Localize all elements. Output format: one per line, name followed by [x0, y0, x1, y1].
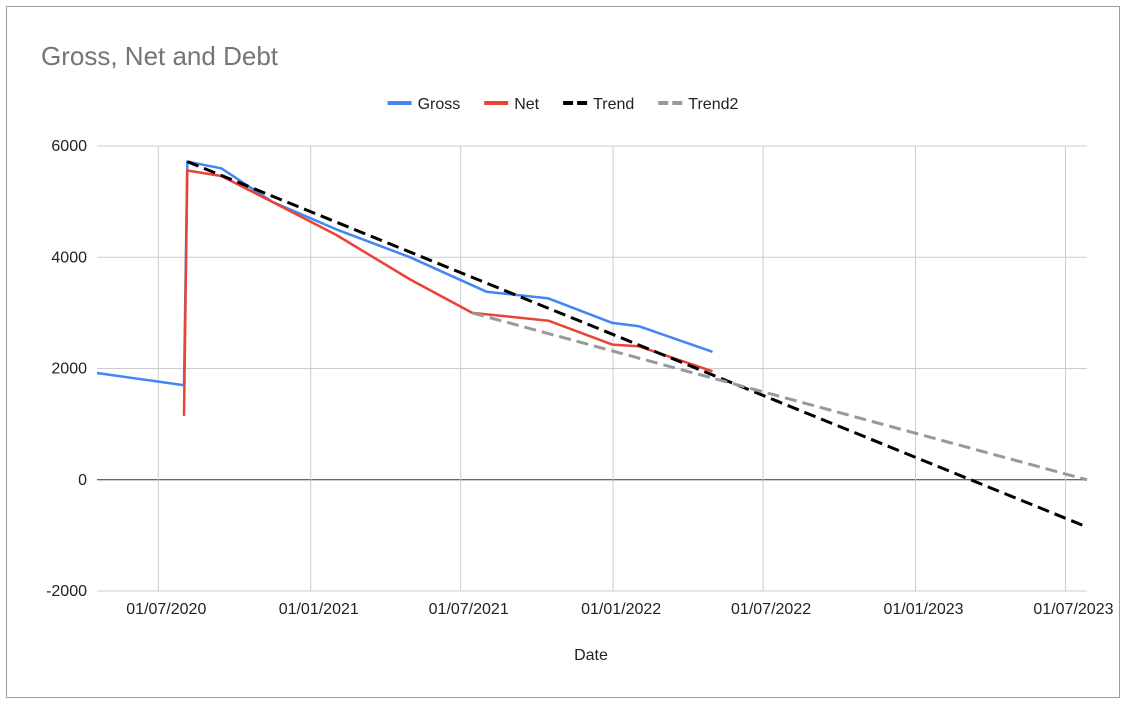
- legend-item-trend2: Trend2: [658, 96, 739, 113]
- y-tick-label: 4000: [51, 249, 87, 266]
- x-axis-title: Date: [574, 647, 608, 664]
- series-line-trend: [186, 160, 1088, 529]
- x-tick-label: 01/01/2022: [581, 601, 661, 618]
- x-tick-label: 01/07/2020: [126, 601, 206, 618]
- x-tick-label: 01/07/2022: [731, 601, 811, 618]
- legend-label: Gross: [418, 96, 461, 113]
- legend-label: Net: [514, 96, 539, 113]
- legend: Gross Net Trend Trend2: [387, 96, 739, 113]
- x-tick-label: 01/01/2023: [883, 601, 963, 618]
- legend-item-net: Net: [484, 96, 540, 113]
- legend-item-gross: Gross: [387, 96, 461, 113]
- chart-title: Gross, Net and Debt: [41, 41, 279, 71]
- chart-frame: [6, 6, 1120, 698]
- series-lines: [96, 160, 1088, 529]
- legend-item-trend: Trend: [563, 96, 634, 113]
- x-axis-ticks: 01/07/2020 01/01/2021 01/07/2021 01/01/2022…: [126, 601, 1113, 618]
- legend-label: Trend: [593, 96, 634, 113]
- legend-label: Trend2: [688, 96, 738, 113]
- y-tick-label: -2000: [46, 583, 87, 600]
- series-line-net: [182, 169, 713, 416]
- y-tick-label: 6000: [51, 138, 87, 155]
- y-tick-label: 0: [78, 472, 87, 489]
- x-tick-label: 01/07/2023: [1033, 601, 1113, 618]
- series-line-trend2: [471, 311, 1088, 482]
- gridlines: [97, 145, 1087, 592]
- x-tick-label: 01/01/2021: [279, 601, 359, 618]
- x-tick-label: 01/07/2021: [429, 601, 509, 618]
- y-axis-ticks: 6000 4000 2000 0 -2000: [46, 138, 87, 600]
- y-tick-label: 2000: [51, 361, 87, 378]
